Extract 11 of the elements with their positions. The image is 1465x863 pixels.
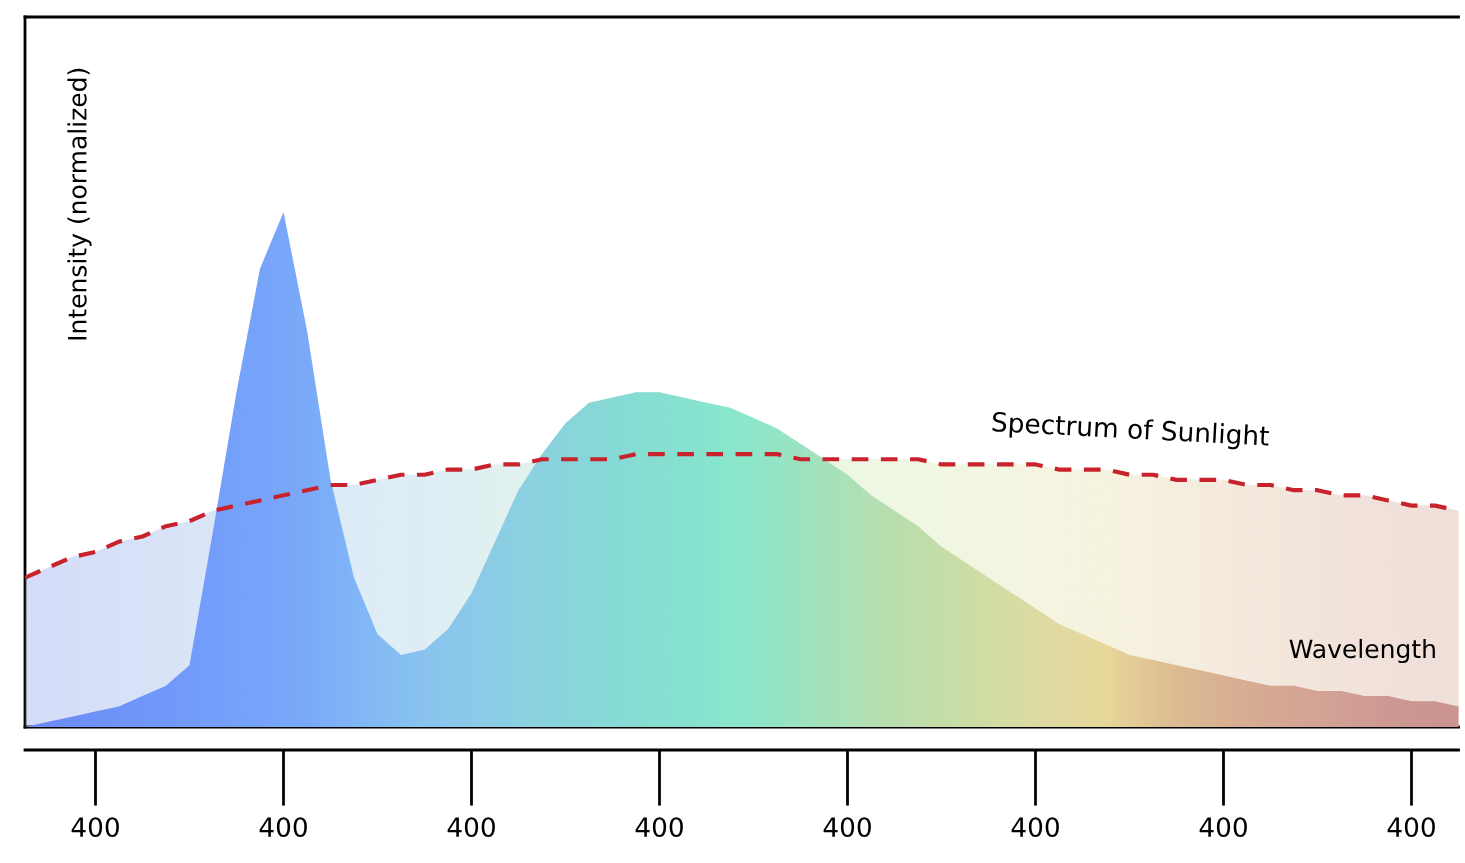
x-tick-label: 400 — [1011, 817, 1059, 838]
x-tick-label: 400 — [71, 817, 119, 838]
series-label: Spectrum of Sunlight — [992, 411, 1270, 452]
x-tick-label: 400 — [259, 817, 307, 838]
x-tick-label: 400 — [447, 817, 495, 838]
x-axis-title: Wavelength — [1289, 638, 1435, 664]
x-tick-label: 400 — [1387, 817, 1435, 838]
x-tick-label: 400 — [823, 817, 871, 838]
y-axis-title: Intensity (normalized) — [67, 68, 92, 340]
x-tick-label: 400 — [635, 817, 683, 838]
x-tick-label: 400 — [1199, 817, 1247, 838]
